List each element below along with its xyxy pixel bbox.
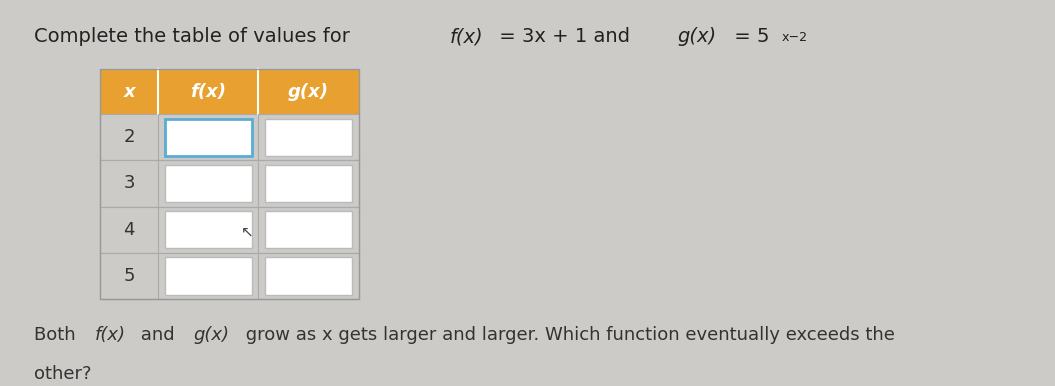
Text: f(x): f(x): [95, 326, 126, 344]
Text: = 3x + 1 and: = 3x + 1 and: [493, 27, 636, 46]
FancyBboxPatch shape: [165, 257, 252, 295]
Text: grow as x gets larger and larger. Which function eventually exceeds the: grow as x gets larger and larger. Which …: [239, 326, 895, 344]
Text: Both: Both: [34, 326, 81, 344]
FancyBboxPatch shape: [265, 119, 352, 156]
Text: x: x: [123, 83, 135, 101]
FancyBboxPatch shape: [265, 257, 352, 295]
Text: 3: 3: [123, 174, 135, 192]
Text: Complete the table of values for: Complete the table of values for: [34, 27, 356, 46]
Text: g(x): g(x): [288, 83, 329, 101]
FancyBboxPatch shape: [100, 114, 359, 160]
FancyBboxPatch shape: [165, 165, 252, 202]
Text: g(x): g(x): [677, 27, 716, 46]
Text: ↖: ↖: [241, 225, 253, 239]
Text: = 5: = 5: [728, 27, 769, 46]
FancyBboxPatch shape: [100, 69, 359, 114]
Text: 4: 4: [123, 221, 135, 239]
Text: f(x): f(x): [449, 27, 483, 46]
FancyBboxPatch shape: [100, 253, 359, 299]
FancyBboxPatch shape: [265, 165, 352, 202]
Text: x−2: x−2: [782, 31, 808, 44]
Text: f(x): f(x): [190, 83, 227, 101]
Text: 2: 2: [123, 128, 135, 146]
FancyBboxPatch shape: [100, 160, 359, 207]
Text: g(x): g(x): [193, 326, 229, 344]
Text: other?: other?: [34, 365, 92, 383]
FancyBboxPatch shape: [100, 207, 359, 253]
FancyBboxPatch shape: [265, 211, 352, 248]
Text: 5: 5: [123, 267, 135, 285]
FancyBboxPatch shape: [165, 119, 252, 156]
FancyBboxPatch shape: [165, 211, 252, 248]
Text: and: and: [135, 326, 180, 344]
